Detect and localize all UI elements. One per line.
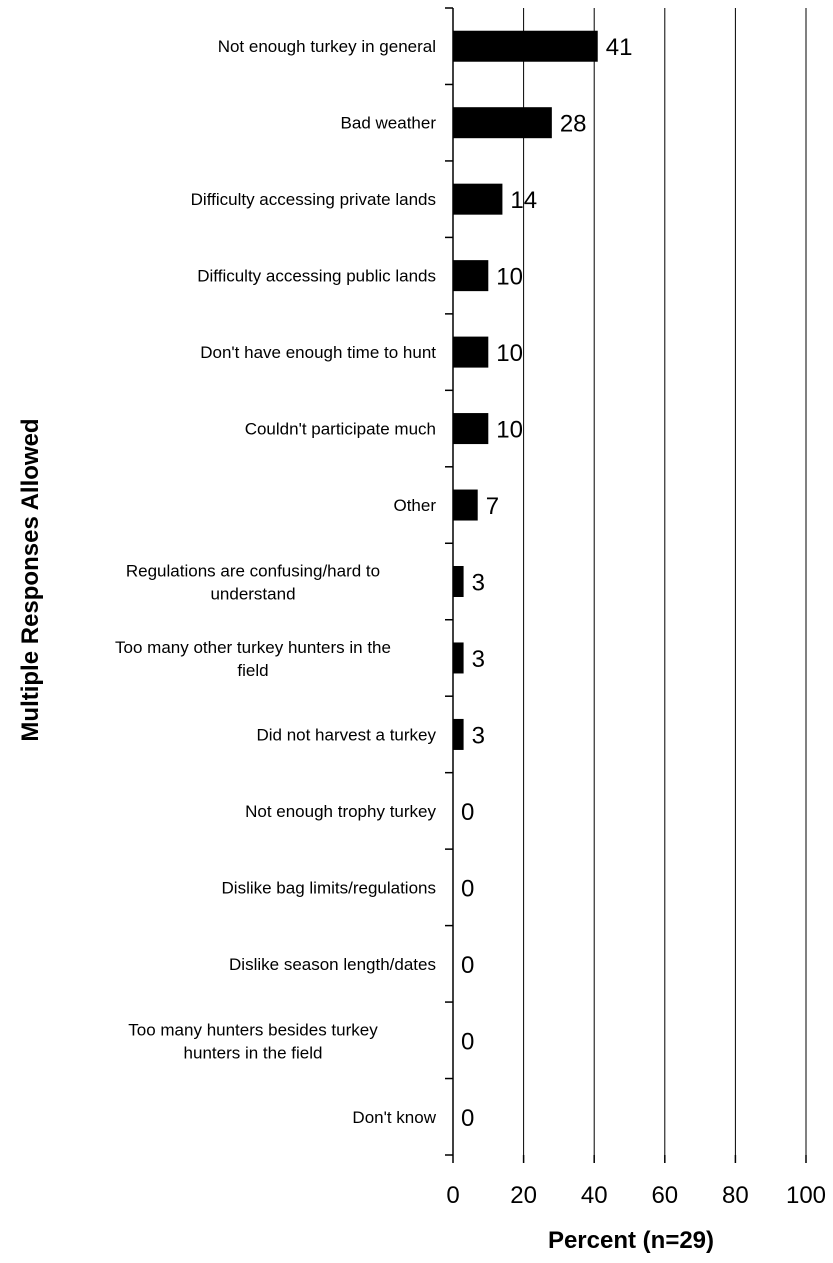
value-label: 3 — [472, 646, 485, 673]
category-label: Dislike season length/dates — [229, 955, 436, 974]
category-label: Regulations are confusing/hard to underst… — [126, 562, 380, 604]
category-label: Not enough turkey in general — [218, 37, 436, 56]
bar — [453, 260, 489, 292]
category-label: Dislike bag limits/regulations — [222, 878, 436, 897]
value-label: 3 — [472, 570, 485, 597]
category-label: Don't know — [352, 1108, 436, 1127]
bar — [453, 183, 503, 215]
value-label: 0 — [461, 1105, 474, 1132]
category-label: Too many hunters besides turkey hunters i… — [128, 1020, 378, 1062]
value-label: 3 — [472, 722, 485, 749]
category-label: Bad weather — [341, 114, 437, 133]
bar — [453, 642, 464, 674]
x-tick-label: 80 — [722, 1182, 749, 1209]
y-axis-title: Multiple Responses Allowed — [17, 418, 44, 741]
value-labels: 41 28 14 10 10 10 7 3 3 3 0 0 0 0 0 — [461, 34, 632, 1132]
category-label: Couldn't participate much — [245, 420, 436, 439]
bar — [453, 107, 552, 139]
category-labels: Not enough turkey in general Bad weather D… — [115, 37, 437, 1127]
bar — [453, 566, 464, 597]
bar — [453, 413, 489, 445]
value-label: 28 — [560, 111, 587, 138]
bar — [453, 718, 464, 750]
value-label: 14 — [510, 187, 537, 214]
value-label: 7 — [486, 493, 499, 520]
value-label: 10 — [496, 264, 523, 291]
x-tick-labels: 0 20 40 60 80 100 — [446, 1182, 826, 1209]
category-label: Other — [393, 496, 436, 515]
x-tick-label: 40 — [581, 1182, 608, 1209]
value-label: 10 — [496, 417, 523, 444]
x-tick-label: 60 — [651, 1182, 678, 1209]
category-label: Did not harvest a turkey — [256, 725, 436, 744]
gridlines — [523, 8, 807, 1155]
value-label: 10 — [496, 340, 523, 367]
value-label: 41 — [606, 34, 633, 61]
value-label: 0 — [461, 952, 474, 979]
axes — [445, 7, 807, 1163]
x-tick-label: 100 — [786, 1182, 826, 1209]
category-label: Don't have enough time to hunt — [200, 343, 436, 362]
category-label: Too many other turkey hunters in the fiel… — [115, 638, 391, 680]
category-label: Not enough trophy turkey — [245, 802, 436, 821]
bars — [453, 30, 598, 750]
x-tick-label: 20 — [510, 1182, 537, 1209]
x-tick-label: 0 — [446, 1182, 459, 1209]
bar — [453, 30, 598, 62]
value-label: 0 — [461, 875, 474, 902]
value-label: 0 — [461, 799, 474, 826]
bar — [453, 336, 489, 368]
bar — [453, 489, 478, 521]
x-axis-title: Percent (n=29) — [548, 1227, 714, 1254]
category-label: Difficulty accessing public lands — [197, 267, 436, 286]
category-label: Difficulty accessing private lands — [191, 190, 436, 209]
value-label: 0 — [461, 1028, 474, 1055]
